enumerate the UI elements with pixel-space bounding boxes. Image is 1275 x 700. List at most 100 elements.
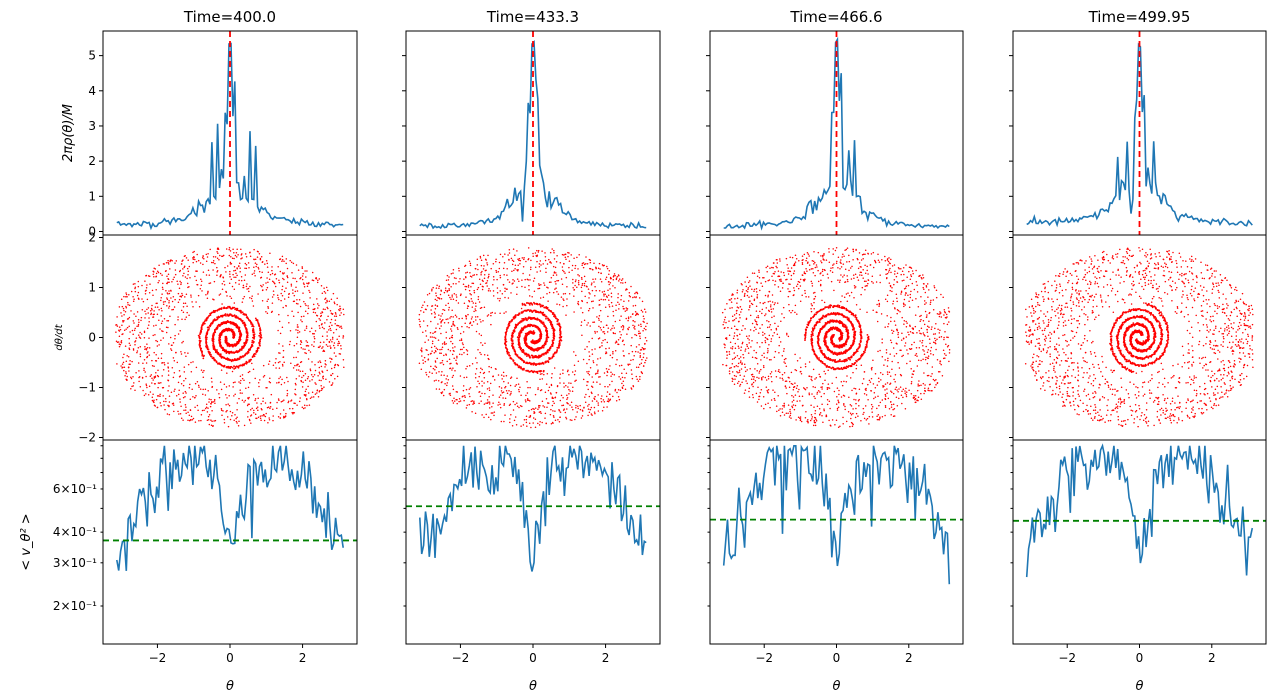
- phase-point: [609, 282, 612, 284]
- phase-point: [226, 372, 228, 374]
- phase-point: [455, 282, 457, 285]
- phase-point: [124, 310, 127, 313]
- phase-point: [481, 279, 484, 282]
- phase-point: [466, 271, 469, 274]
- phase-point: [316, 303, 319, 305]
- phase-point: [544, 417, 546, 419]
- phase-point: [207, 415, 210, 418]
- phase-point: [200, 280, 203, 282]
- phase-point: [508, 390, 510, 392]
- phase-point: [518, 390, 520, 393]
- phase-point: [340, 347, 342, 350]
- phase-point: [155, 353, 157, 356]
- phase-point: [492, 290, 495, 292]
- phase-point: [118, 345, 121, 348]
- phase-point: [308, 289, 310, 292]
- phase-point: [441, 348, 443, 351]
- phase-point: [191, 418, 194, 421]
- phase-point: [134, 290, 137, 293]
- phase-point: [512, 248, 515, 250]
- phase-point: [162, 395, 164, 397]
- phase-point: [451, 400, 454, 402]
- phase-point: [247, 287, 250, 290]
- phase-point: [257, 381, 260, 384]
- phase-point: [213, 280, 216, 283]
- phase-point: [597, 369, 599, 371]
- phase-point: [552, 355, 555, 358]
- phase-point: [598, 325, 600, 328]
- phase-point: [532, 407, 534, 410]
- phase-point: [121, 333, 123, 336]
- phase-point: [474, 316, 477, 318]
- phase-point: [526, 398, 529, 400]
- phase-point: [498, 401, 500, 404]
- phase-point: [171, 300, 174, 303]
- phase-point: [302, 374, 305, 377]
- phase-point: [504, 385, 507, 388]
- phase-point: [456, 402, 458, 405]
- phase-point: [279, 352, 281, 354]
- phase-point: [496, 287, 499, 289]
- phase-point: [299, 343, 302, 345]
- phase-point: [166, 413, 169, 415]
- phase-point: [546, 372, 549, 375]
- phase-point: [299, 397, 301, 399]
- phase-point: [534, 266, 537, 269]
- phase-point: [572, 287, 574, 289]
- phase-point: [553, 271, 556, 273]
- phase-point: [584, 295, 586, 298]
- phase-point: [161, 286, 164, 289]
- phase-point: [228, 282, 231, 284]
- phase-point: [126, 295, 128, 298]
- phase-point: [460, 293, 462, 295]
- phase-point: [592, 278, 594, 281]
- phase-point: [573, 311, 575, 313]
- phase-point: [183, 266, 185, 269]
- phase-point: [220, 369, 223, 371]
- phase-point: [149, 283, 151, 285]
- phase-point: [168, 343, 170, 345]
- phase-point: [470, 298, 473, 300]
- phase-point: [590, 284, 593, 286]
- phase-point: [174, 338, 176, 340]
- phase-point: [421, 306, 423, 309]
- phase-point: [528, 289, 530, 291]
- phase-point: [612, 278, 615, 281]
- phase-point: [231, 366, 234, 369]
- phase-point: [261, 285, 263, 288]
- phase-point: [487, 277, 489, 279]
- phase-point: [511, 270, 513, 272]
- phase-point: [182, 302, 185, 305]
- phase-point: [235, 272, 237, 275]
- phase-point: [193, 250, 195, 253]
- phase-point: [251, 362, 253, 365]
- phase-point: [516, 269, 519, 272]
- phase-point: [448, 306, 450, 309]
- phase-point: [286, 393, 289, 395]
- phase-point: [609, 276, 612, 279]
- phase-point: [174, 269, 177, 271]
- phase-point: [328, 329, 330, 331]
- phase-point: [547, 300, 549, 302]
- phase-point: [472, 320, 475, 323]
- phase-point: [129, 359, 131, 362]
- phase-point: [632, 324, 634, 327]
- phase-point: [118, 343, 121, 345]
- phase-point: [608, 347, 610, 349]
- phase-point: [545, 383, 548, 385]
- phase-point: [326, 289, 329, 292]
- phase-point: [480, 367, 482, 369]
- phase-point: [543, 282, 545, 284]
- phase-point: [568, 393, 570, 395]
- phase-point: [557, 293, 560, 295]
- phase-point: [426, 325, 429, 327]
- phase-point: [132, 348, 135, 350]
- phase-point: [509, 421, 511, 424]
- phase-point: [604, 338, 606, 341]
- phase-point: [634, 304, 637, 307]
- phase-point: [553, 258, 556, 260]
- phase-point: [281, 260, 283, 262]
- phase-point: [630, 388, 633, 390]
- phase-point: [530, 266, 532, 269]
- phase-point: [595, 289, 597, 292]
